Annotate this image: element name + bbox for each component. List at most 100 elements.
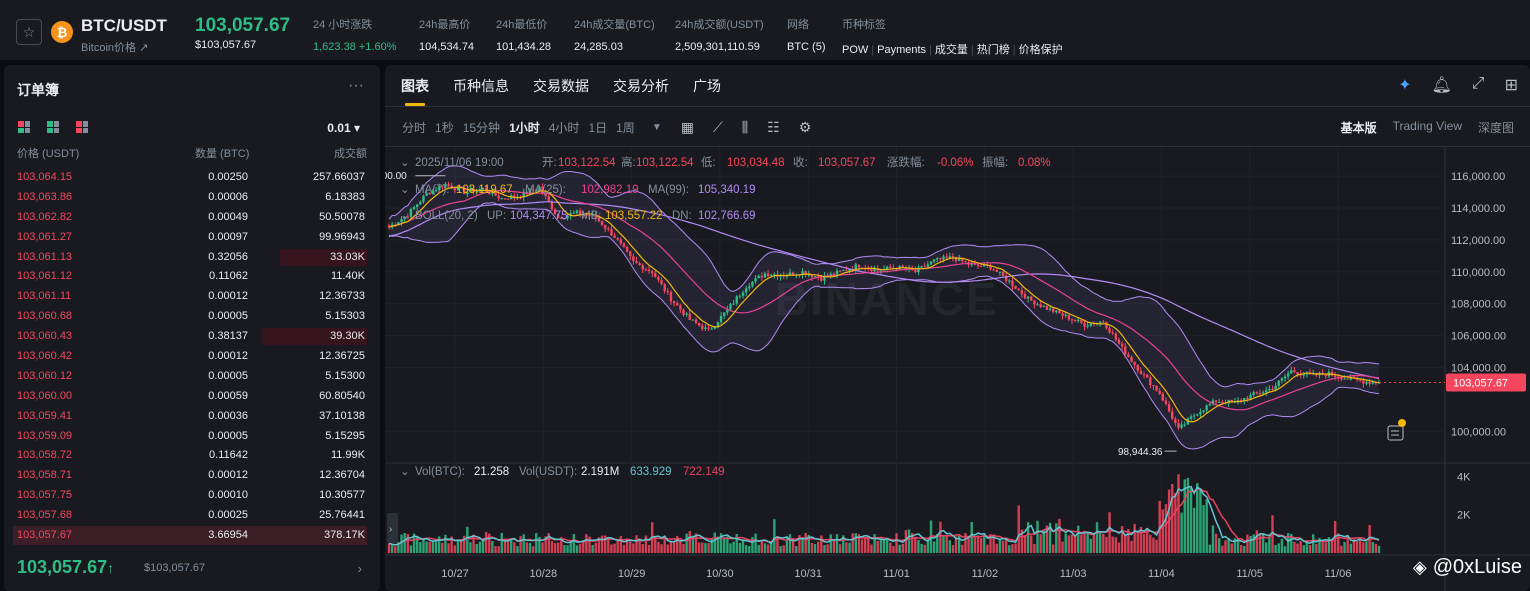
volume-bar	[688, 531, 691, 553]
x-tick-label: 11/05	[1236, 568, 1263, 580]
candle-body	[1102, 321, 1105, 323]
view-both-icon[interactable]	[18, 121, 30, 133]
orderbook-row[interactable]: 103,061.12 0.11062 11.40K	[4, 267, 380, 287]
tab-chart[interactable]: 图表	[401, 76, 429, 106]
interval-1w[interactable]: 1周	[616, 121, 635, 135]
volume-bar	[807, 534, 811, 553]
candle-body	[707, 327, 710, 329]
view-tradingview[interactable]: Trading View	[1392, 119, 1462, 133]
candle-body	[773, 274, 776, 276]
candle-body	[1343, 378, 1346, 380]
pair-symbol[interactable]: BTC/USDT	[81, 16, 167, 35]
interval-1h[interactable]: 1小时	[509, 121, 540, 135]
layout-grid-icon[interactable]: ⊞	[1504, 77, 1518, 94]
scroll-left-handle-icon[interactable]: ›	[387, 513, 398, 543]
candle-body	[1243, 398, 1246, 402]
candle-body	[757, 275, 760, 279]
tab-coin-info[interactable]: 币种信息	[453, 78, 509, 94]
more-options-icon[interactable]: ···	[348, 77, 364, 94]
favorite-star-icon[interactable]: ☆	[16, 19, 42, 45]
orderbook-row[interactable]: 103,057.67 3.66954 378.17K	[4, 526, 380, 546]
ai-sparkle-icon[interactable]: ✦	[1398, 77, 1412, 94]
tag-pow[interactable]: POW	[842, 44, 869, 56]
orderbook-row[interactable]: 103,064.15 0.00250 257.66037	[4, 168, 380, 188]
precision-select[interactable]: 0.01 ▾	[327, 121, 360, 135]
view-basic[interactable]: 基本版	[1340, 121, 1377, 135]
tag-price-protection[interactable]: 价格保护	[1018, 44, 1063, 56]
volume-bar	[694, 533, 698, 553]
candle-body	[594, 215, 597, 218]
view-asks-icon[interactable]	[76, 121, 88, 133]
interval-more-chevron-icon[interactable]: ▼	[651, 122, 662, 133]
interval-1d[interactable]: 1日	[588, 121, 608, 135]
stat-value[interactable]: BTC (5)	[787, 41, 826, 53]
tag-payments[interactable]: Payments	[877, 44, 927, 56]
orderbook-row[interactable]: 103,061.11 0.00012 12.36733	[4, 287, 380, 307]
orderbook-row[interactable]: 103,060.42 0.00012 12.36725	[4, 347, 380, 367]
price-chart[interactable]: BINANCE 116,000.00114,000.00112,000.0011…	[385, 65, 1530, 591]
bell-icon[interactable]: 🔔︎	[1431, 77, 1452, 94]
indicator-icon[interactable]: ⟋	[712, 119, 723, 135]
calendar-icon[interactable]: ▦	[680, 119, 694, 135]
orderbook-row[interactable]: 103,060.68 0.00005 5.15303	[4, 307, 380, 327]
gear-icon[interactable]: ⚙	[798, 119, 812, 135]
view-bids-icon[interactable]	[47, 121, 59, 133]
chart-settings-icon[interactable]: ☷	[767, 119, 780, 135]
legend-collapse-icon[interactable]: ⌄	[400, 157, 410, 169]
interval-4h[interactable]: 4小时	[548, 121, 580, 135]
orderbook-row[interactable]: 103,058.71 0.00012 12.36704	[4, 466, 380, 486]
volume-bar	[1055, 523, 1058, 553]
volume-ma-lines	[388, 485, 1380, 546]
interval-1s[interactable]: 1秒	[435, 121, 454, 135]
orderbook-row[interactable]: 103,060.43 0.38137 39.30K	[4, 327, 380, 347]
orderbook-row[interactable]: 103,057.75 0.00010 10.30577	[4, 486, 380, 506]
orderbook-row[interactable]: 103,062.82 0.00049 50.50078	[4, 208, 380, 228]
orderbook-row[interactable]: 103,060.00 0.00059 60.80540	[4, 387, 380, 407]
view-depth[interactable]: 深度图	[1477, 121, 1514, 135]
orderbook-row[interactable]: 103,061.13 0.32056 33.03K	[4, 248, 380, 268]
volume-bar	[1377, 545, 1381, 553]
tag-volume[interactable]: 成交量	[934, 44, 968, 56]
interval-15m[interactable]: 15分钟	[462, 121, 501, 135]
volume-bar	[469, 542, 472, 553]
candle-body	[1070, 319, 1074, 321]
orderbook-row[interactable]: 103,058.72 0.11642 11.99K	[4, 446, 380, 466]
orderbook-row[interactable]: 103,061.27 0.00097 99.96943	[4, 228, 380, 248]
volume-bar	[550, 541, 554, 553]
legend-collapse-icon[interactable]: ⌄	[400, 184, 410, 196]
candle-body	[1149, 377, 1152, 386]
legend-collapse-icon[interactable]: ⌄	[400, 210, 410, 222]
orderbook-row[interactable]: 103,059.09 0.00005 5.15295	[4, 427, 380, 447]
orderbook-row[interactable]: 103,063.86 0.00006 6.18383	[4, 188, 380, 208]
volume-bar	[632, 543, 635, 553]
volume-bar	[1011, 544, 1014, 553]
candle-body	[1083, 322, 1086, 327]
legend-collapse-icon[interactable]: ⌄	[400, 466, 410, 478]
row-total: 12.36704	[319, 469, 365, 482]
expand-icon[interactable]: ⤢	[1471, 75, 1485, 92]
tab-trading-data[interactable]: 交易数据	[533, 78, 589, 94]
col-qty: 数量 (BTC)	[195, 148, 250, 160]
tag-hot[interactable]: 热门榜	[976, 44, 1010, 56]
tab-square[interactable]: 广场	[693, 78, 721, 94]
ohlc-low: 103,034.48	[727, 157, 785, 169]
tab-trading-analysis[interactable]: 交易分析	[613, 78, 669, 94]
volume-bar	[973, 537, 977, 553]
row-qty: 0.00025	[208, 509, 248, 522]
candle-body	[1127, 354, 1130, 357]
volume-bar	[647, 544, 651, 553]
orderbook-row[interactable]: 103,059.41 0.00036 37.10138	[4, 407, 380, 427]
chevron-right-icon[interactable]: ›	[357, 561, 362, 576]
volume-bar	[506, 539, 510, 553]
candle-body	[453, 188, 456, 191]
interval-time[interactable]: 分时	[402, 121, 427, 135]
candle-body	[541, 186, 544, 193]
orderbook-row[interactable]: 103,057.68 0.00025 25.76441	[4, 506, 380, 526]
volume-bar	[1070, 534, 1074, 553]
orderbook-row[interactable]: 103,060.12 0.00005 5.15300	[4, 367, 380, 387]
notes-icon[interactable]	[1387, 419, 1406, 441]
coin-price-link[interactable]: Bitcoin价格 ↗	[81, 42, 149, 54]
volume-bar	[1036, 520, 1039, 553]
candle-body	[616, 237, 619, 240]
candle-type-icon[interactable]: ⫼	[741, 119, 749, 135]
